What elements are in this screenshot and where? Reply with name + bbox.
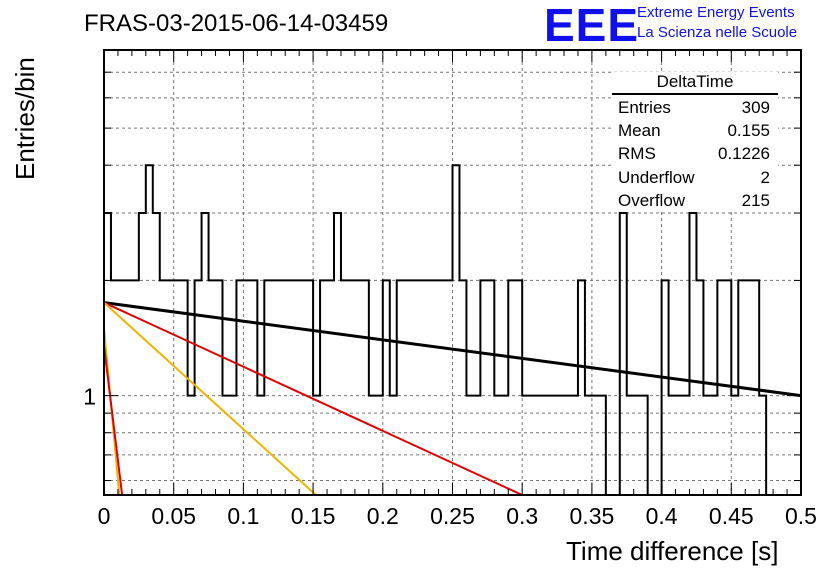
x-tick-label: 0.5 — [785, 503, 817, 529]
x-tick-label: 0 — [98, 503, 111, 529]
fit-line-2 — [104, 301, 317, 495]
x-tick-label: 0.3 — [506, 503, 538, 529]
stats-value: 309 — [741, 98, 770, 117]
fit-line-1 — [104, 301, 523, 495]
x-tick-label: 0.45 — [709, 503, 754, 529]
chart-title: FRAS-03-2015-06-14-03459 — [84, 10, 389, 37]
x-tick-label: 0.1 — [227, 503, 259, 529]
stats-value: 0.1226 — [718, 144, 770, 164]
histogram-step-line — [104, 164, 801, 495]
fit-line-0 — [104, 301, 801, 398]
stats-title: DeltaTime — [612, 72, 778, 95]
stats-row-overflow: Overflow 215 — [612, 189, 778, 212]
stats-label: Mean — [618, 121, 661, 141]
eee-logo-mark: EEE — [544, 0, 640, 51]
stats-value: 2 — [760, 167, 770, 187]
fit-line-4 — [104, 345, 124, 495]
stats-label: RMS — [618, 144, 656, 164]
stats-label: Underflow — [618, 167, 695, 187]
x-tick-label: 0.2 — [367, 503, 399, 529]
x-tick-label: 0.15 — [291, 503, 336, 529]
stats-row-entries: Entries 309 — [612, 96, 778, 119]
stats-value: 0.155 — [727, 121, 770, 141]
x-axis-label: Time difference [s] — [566, 536, 779, 566]
stats-row-underflow: Underflow 2 — [612, 166, 778, 189]
stats-label: Overflow — [618, 190, 686, 210]
stats-row-rms: RMS 0.1226 — [612, 142, 778, 165]
y-axis-label: Entries/bin — [10, 57, 40, 180]
x-tick-label: 0.05 — [151, 503, 196, 529]
stats-row-mean: Mean 0.155 — [612, 119, 778, 142]
x-tick-label: 0.25 — [430, 503, 475, 529]
logo-subtitle-2: La Scienza nelle Scuole — [637, 24, 798, 41]
stats-label: Entries — [618, 98, 671, 117]
stats-box: DeltaTime Entries 309 Mean 0.155 RMS 0.1… — [612, 72, 778, 212]
y-tick-label: 1 — [83, 384, 96, 410]
x-tick-label: 0.35 — [570, 503, 615, 529]
logo-subtitle-1: Extreme Energy Events — [637, 4, 795, 21]
x-tick-label: 0.4 — [646, 503, 678, 529]
stats-value: 215 — [741, 190, 770, 210]
